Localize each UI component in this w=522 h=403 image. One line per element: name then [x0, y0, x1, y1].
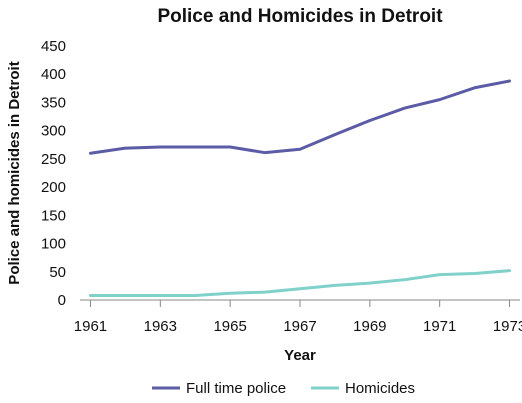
x-tick-label: 1967 [283, 318, 316, 335]
x-axis-label: Year [284, 347, 316, 364]
y-tick-label: 200 [41, 179, 66, 196]
x-tick-label: 1961 [74, 318, 107, 335]
y-axis-label: Police and homicides in Detroit [6, 61, 23, 284]
x-tick-label: 1969 [353, 318, 386, 335]
series-lines [88, 79, 512, 297]
legend: Full time police Homicides [152, 380, 415, 397]
y-tick-label: 100 [41, 236, 66, 253]
series-line-homicides [88, 269, 512, 297]
y-tick-label: 300 [41, 123, 66, 140]
legend-label-homicides: Homicides [345, 380, 415, 397]
y-tick-label: 50 [49, 264, 66, 281]
legend-label-full-time-police: Full time police [186, 380, 286, 397]
series-line-full-time-police [88, 79, 512, 155]
y-tick-label: 450 [41, 38, 66, 55]
x-tick-labels: 1961 1963 1965 1967 1969 1971 1973 [74, 300, 522, 335]
x-tick-label: 1963 [144, 318, 177, 335]
y-tick-labels: 0 50 100 150 200 250 300 350 400 450 [41, 38, 66, 309]
chart-title: Police and Homicides in Detroit [157, 6, 443, 27]
x-tick-label: 1971 [423, 318, 456, 335]
y-tick-label: 150 [41, 207, 66, 224]
x-tick-label: 1965 [213, 318, 246, 335]
y-tick-label: 0 [58, 292, 66, 309]
y-tick-label: 250 [41, 151, 66, 168]
y-tick-label: 350 [41, 94, 66, 111]
x-tick-label: 1973 [493, 318, 522, 335]
y-tick-label: 400 [41, 66, 66, 83]
